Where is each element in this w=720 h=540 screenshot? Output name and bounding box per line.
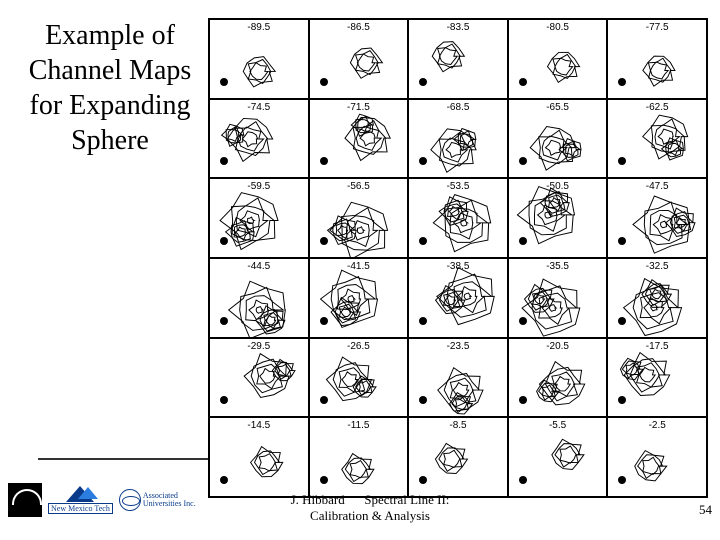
channel-map-panel: -26.5 — [309, 338, 409, 418]
center-marker-icon — [519, 476, 527, 484]
channel-map-panel: -11.5 — [309, 417, 409, 497]
footer-center: J. Hibbard Spectral Line II: Calibration… — [230, 492, 510, 524]
panel-velocity-label: -11.5 — [347, 420, 369, 431]
panel-velocity-label: -2.5 — [649, 420, 666, 431]
panel-velocity-label: -83.5 — [447, 22, 470, 33]
channel-map-panel: -20.5 — [508, 338, 608, 418]
center-marker-icon — [320, 317, 328, 325]
center-marker-icon — [220, 78, 228, 86]
center-marker-icon — [519, 78, 527, 86]
channel-map-panel: -83.5 — [408, 19, 508, 99]
footer-divider — [38, 458, 208, 460]
aui-logo-icon: Associated Universities Inc. — [119, 489, 196, 511]
center-marker-icon — [220, 237, 228, 245]
channel-map-panel: -86.5 — [309, 19, 409, 99]
panel-velocity-label: -65.5 — [546, 102, 569, 113]
channel-map-panel: -80.5 — [508, 19, 608, 99]
footer-line1: Spectral Line II: — [364, 492, 449, 507]
panel-velocity-label: -74.5 — [247, 102, 270, 113]
center-marker-icon — [519, 317, 527, 325]
nrao-logo-icon — [8, 483, 42, 517]
panel-velocity-label: -62.5 — [646, 102, 669, 113]
panel-velocity-label: -77.5 — [646, 22, 669, 33]
channel-map-panel: -41.5 — [309, 258, 409, 338]
channel-map-panel: -2.5 — [607, 417, 707, 497]
center-marker-icon — [220, 317, 228, 325]
channel-map-panel: -35.5 — [508, 258, 608, 338]
center-marker-icon — [320, 237, 328, 245]
footer-line2: Calibration & Analysis — [310, 508, 430, 523]
center-marker-icon — [419, 78, 427, 86]
channel-map-panel: -32.5 — [607, 258, 707, 338]
channel-map-panel: -44.5 — [209, 258, 309, 338]
channel-map-panel: -89.5 — [209, 19, 309, 99]
panel-velocity-label: -29.5 — [247, 341, 270, 352]
channel-map-panel: -68.5 — [408, 99, 508, 179]
panel-velocity-label: -71.5 — [347, 102, 370, 113]
panel-velocity-label: -5.5 — [549, 420, 566, 431]
channel-map-panel: -5.5 — [508, 417, 608, 497]
panel-velocity-label: -44.5 — [247, 261, 270, 272]
center-marker-icon — [320, 157, 328, 165]
channel-map-panel: -23.5 — [408, 338, 508, 418]
nmt-logo-icon: New Mexico Tech — [48, 486, 113, 514]
nmt-logo-label: New Mexico Tech — [48, 503, 113, 514]
aui-logo-label-2: Universities Inc. — [143, 500, 196, 508]
panel-velocity-label: -35.5 — [546, 261, 569, 272]
panel-velocity-label: -17.5 — [646, 341, 669, 352]
channel-map-grid: -89.5 -86.5 -83.5 -80.5 -77.5 -74.5 -71.5 -68.5… — [208, 18, 708, 498]
panel-velocity-label: -53.5 — [447, 181, 470, 192]
channel-map-panel: -71.5 — [309, 99, 409, 179]
panel-velocity-label: -59.5 — [247, 181, 270, 192]
channel-map-panel: -38.5 — [408, 258, 508, 338]
channel-map-panel: -29.5 — [209, 338, 309, 418]
channel-map-panel: -56.5 — [309, 178, 409, 258]
panel-velocity-label: -50.5 — [546, 181, 569, 192]
panel-velocity-label: -38.5 — [447, 261, 470, 272]
panel-velocity-label: -14.5 — [247, 420, 270, 431]
page-title: Example of Channel Maps for Expanding Sp… — [10, 18, 210, 158]
center-marker-icon — [320, 78, 328, 86]
channel-map-panel: -62.5 — [607, 99, 707, 179]
panel-velocity-label: -32.5 — [646, 261, 669, 272]
center-marker-icon — [519, 237, 527, 245]
channel-map-panel: -65.5 — [508, 99, 608, 179]
footer-author: J. Hibbard — [291, 492, 345, 507]
channel-map-panel: -53.5 — [408, 178, 508, 258]
panel-velocity-label: -26.5 — [347, 341, 370, 352]
channel-map-panel: -77.5 — [607, 19, 707, 99]
channel-map-panel: -17.5 — [607, 338, 707, 418]
logo-bar: New Mexico Tech Associated Universities … — [8, 470, 208, 530]
panel-velocity-label: -20.5 — [546, 341, 569, 352]
channel-map-panel: -74.5 — [209, 99, 309, 179]
panel-velocity-label: -47.5 — [646, 181, 669, 192]
channel-map-panel: -59.5 — [209, 178, 309, 258]
page-number: 54 — [699, 502, 712, 518]
panel-velocity-label: -89.5 — [247, 22, 270, 33]
channel-map-panel: -14.5 — [209, 417, 309, 497]
panel-velocity-label: -80.5 — [546, 22, 569, 33]
panel-velocity-label: -68.5 — [447, 102, 470, 113]
channel-map-panel: -8.5 — [408, 417, 508, 497]
panel-velocity-label: -41.5 — [347, 261, 370, 272]
center-marker-icon — [320, 396, 328, 404]
center-marker-icon — [320, 476, 328, 484]
center-marker-icon — [419, 317, 427, 325]
channel-map-panel: -50.5 — [508, 178, 608, 258]
panel-velocity-label: -23.5 — [447, 341, 470, 352]
panel-velocity-label: -86.5 — [347, 22, 370, 33]
panel-velocity-label: -8.5 — [449, 420, 466, 431]
center-marker-icon — [220, 476, 228, 484]
channel-map-panel: -47.5 — [607, 178, 707, 258]
panel-velocity-label: -56.5 — [347, 181, 370, 192]
